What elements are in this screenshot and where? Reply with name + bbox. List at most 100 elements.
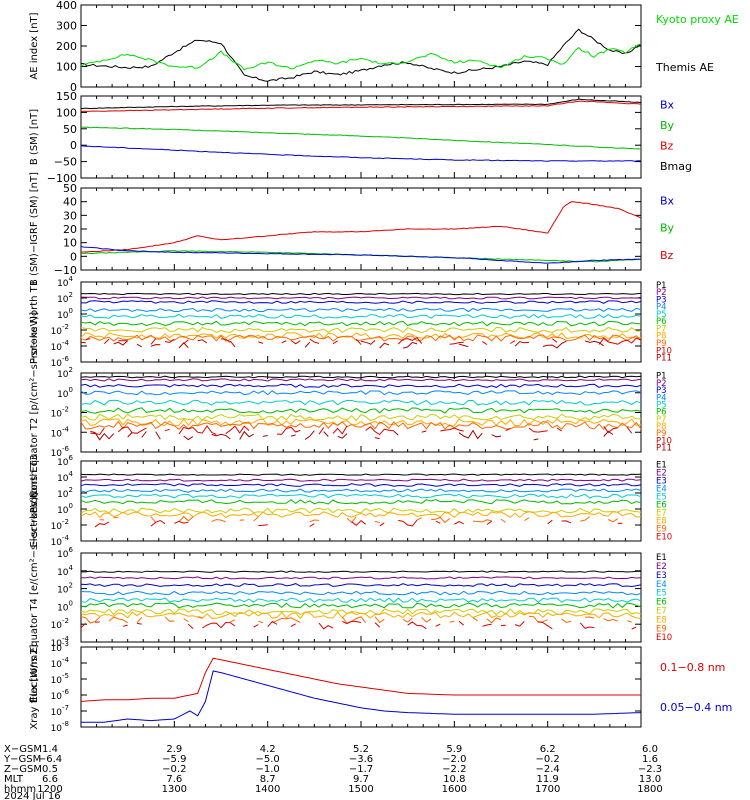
y-tick-exponent: 0 (69, 599, 73, 607)
y-tick-label: 102 (57, 582, 73, 596)
legend-entry: P6 (656, 317, 667, 327)
legend-entry: P1 (656, 281, 667, 291)
ephemeris-value: −2.0 (442, 754, 466, 765)
y-tick-label: 10-4 (51, 534, 70, 548)
y-tick-exponent: -6 (62, 688, 70, 696)
y-tick-label: 100 (57, 386, 73, 400)
legend-entry: E9 (656, 524, 667, 534)
channel-line-e8 (80, 511, 642, 519)
y-tick-label: 300 (56, 20, 77, 33)
legend-entry: P3 (656, 386, 667, 396)
channel-line-p10 (85, 337, 642, 346)
legend-entry: E10 (656, 633, 672, 643)
ephemeris-row-label: hhmm (4, 784, 36, 795)
ephemeris-value: −0.2 (536, 754, 560, 765)
y-tick-label: 10-2 (51, 518, 69, 532)
legend-entry: P9 (656, 339, 667, 349)
y-tick-label: 100 (56, 61, 77, 74)
ephemeris-value: 5.9 (446, 744, 462, 755)
legend-entry: By (660, 222, 675, 235)
y-tick-exponent: -4 (62, 656, 70, 664)
channel-line-e1 (81, 570, 642, 573)
y-tick-label: 100 (56, 106, 77, 119)
y-tick-exponent: 6 (69, 454, 74, 462)
legend-entry: P6 (656, 408, 667, 418)
y-tick-label: 0 (70, 81, 77, 94)
legend-entry: P8 (656, 332, 667, 342)
y-tick-label: 10 (63, 237, 77, 250)
ephemeris-value: −1.0 (256, 764, 280, 775)
y-axis-label: B (SM) [nT] (29, 109, 40, 165)
legend-entry: P5 (656, 400, 667, 410)
y-tick-label: 40 (63, 196, 77, 209)
legend-entry: E1 (656, 553, 667, 563)
ephemeris-row-label: X−GSM (4, 744, 42, 755)
ephemeris-value: 1800 (637, 784, 662, 795)
legend-entry: E6 (656, 598, 667, 608)
y-tick-exponent: 2 (69, 582, 73, 590)
legend-entry: E2 (656, 468, 667, 478)
legend-entry: P11 (656, 444, 672, 454)
ephemeris-value: 6.6 (42, 774, 58, 785)
y-tick-exponent: -3 (62, 640, 69, 648)
date-label: 2024 Jul 16 (4, 791, 61, 800)
legend-entry: E9 (656, 624, 667, 634)
legend-entry: 0.05−0.4 nm (660, 701, 732, 714)
legend-entry: Themis AE (655, 61, 714, 74)
ephemeris-value: 5.2 (353, 744, 369, 755)
y-tick-exponent: -4 (62, 339, 70, 347)
y-tick-exponent: -5 (62, 672, 69, 680)
channel-line-e10 (80, 620, 637, 630)
y-tick-label: 10-6 (51, 355, 70, 369)
ephemeris-value: −1.7 (349, 764, 373, 775)
legend-entry: P7 (656, 415, 667, 425)
series-line-bz (80, 201, 642, 253)
y-tick-label: 102 (57, 486, 73, 500)
channel-line-e7 (80, 608, 642, 616)
ephemeris-value: 1700 (535, 784, 560, 795)
legend-entry: E5 (656, 492, 667, 502)
channel-line-e2 (80, 478, 642, 482)
legend-entry: Bz (660, 139, 674, 152)
channel-line-p2 (80, 296, 642, 300)
channel-line-p6 (80, 320, 642, 327)
legend-entry: E7 (656, 607, 667, 617)
series-line-bmag (80, 98, 642, 110)
ephemeris-value: 13.0 (639, 774, 661, 785)
ephemeris-value: −5.9 (162, 754, 186, 765)
y-tick-label: 10-8 (51, 720, 69, 734)
ephemeris-value: −2.2 (442, 764, 466, 775)
channel-line-e6 (80, 499, 642, 505)
y-axis-label: Protons Equator T2 [p/(cm²−s−sr−keV)] (29, 312, 40, 514)
y-tick-exponent: 4 (69, 275, 74, 283)
y-tick-label: 10-5 (51, 672, 69, 686)
y-tick-label: 10-2 (51, 323, 69, 337)
y-tick-exponent: -2 (62, 617, 69, 625)
legend-entry: P4 (656, 393, 667, 403)
y-tick-label: −10 (54, 264, 77, 277)
channel-line-e10 (94, 519, 623, 528)
channel-line-p1 (80, 375, 642, 379)
y-axis-label: Electrons Equator T4 [e/(cm²−s−sr−keV)] (29, 492, 40, 702)
channel-line-p2 (80, 378, 642, 382)
y-tick-label: 30 (63, 209, 77, 222)
channel-line-e3 (80, 583, 642, 588)
channel-line-p4 (80, 390, 642, 396)
ephemeris-row-label: Y−GSM (3, 754, 41, 765)
series-line-by (80, 126, 642, 150)
ephemeris-value: 4.2 (260, 744, 276, 755)
channel-line-p11 (90, 431, 641, 440)
ephemeris-value: 6.2 (540, 744, 556, 755)
y-tick-label: −50 (54, 156, 77, 169)
legend-entry: Bz (660, 249, 674, 262)
legend-entry: Bx (660, 98, 675, 111)
y-tick-label: 104 (57, 275, 73, 289)
y-tick-label: 100 (57, 307, 73, 321)
channel-line-e2 (80, 576, 642, 580)
time-axis-table: X−GSM 1.4 2.9 4.2 5.2 5.9 6.2 6.0Y−GSM−6.4 −5.9−… (3, 744, 663, 800)
legend-entry: By (660, 119, 675, 132)
panel-7: 106 104 102 100 10-2 10-4 Electrons Equator T4… (29, 492, 672, 702)
plot-frame (80, 4, 642, 88)
